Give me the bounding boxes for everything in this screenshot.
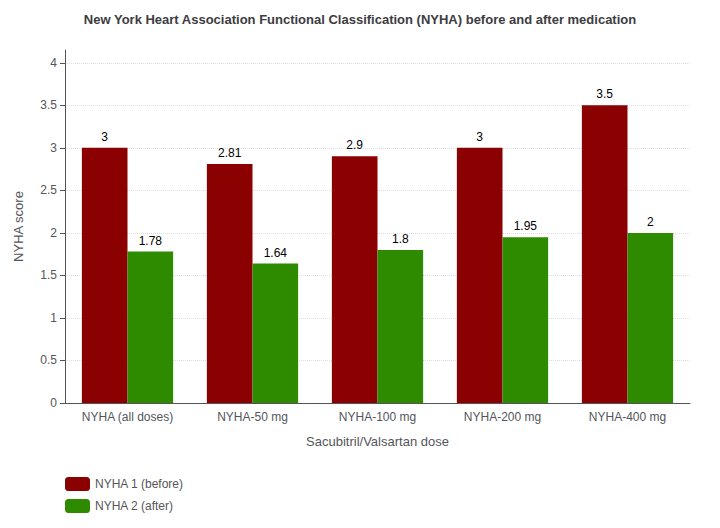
svg-text:NYHA-400 mg: NYHA-400 mg bbox=[589, 410, 666, 424]
svg-text:New York Heart Association Fun: New York Heart Association Functional Cl… bbox=[84, 12, 636, 27]
svg-text:2.9: 2.9 bbox=[346, 138, 363, 152]
svg-text:3: 3 bbox=[101, 130, 108, 144]
svg-text:0.5: 0.5 bbox=[40, 353, 57, 367]
svg-text:1.95: 1.95 bbox=[514, 219, 538, 233]
svg-text:1.8: 1.8 bbox=[392, 232, 409, 246]
svg-text:NYHA (all doses): NYHA (all doses) bbox=[82, 410, 173, 424]
svg-text:0: 0 bbox=[50, 396, 57, 410]
svg-text:NYHA 1 (before): NYHA 1 (before) bbox=[95, 477, 183, 491]
svg-text:3: 3 bbox=[476, 130, 483, 144]
svg-text:3.5: 3.5 bbox=[40, 98, 57, 112]
svg-text:NYHA 2 (after): NYHA 2 (after) bbox=[95, 499, 173, 513]
svg-text:3: 3 bbox=[50, 141, 57, 155]
svg-text:NYHA score: NYHA score bbox=[11, 191, 26, 262]
svg-text:1: 1 bbox=[50, 311, 57, 325]
svg-text:2.5: 2.5 bbox=[40, 183, 57, 197]
svg-text:2: 2 bbox=[647, 215, 654, 229]
svg-text:3.5: 3.5 bbox=[596, 87, 613, 101]
svg-text:NYHA-200 mg: NYHA-200 mg bbox=[464, 410, 541, 424]
svg-text:4: 4 bbox=[50, 56, 57, 70]
svg-text:2.81: 2.81 bbox=[218, 146, 242, 160]
svg-text:2: 2 bbox=[50, 226, 57, 240]
svg-text:1.64: 1.64 bbox=[264, 246, 288, 260]
svg-text:NYHA-50 mg: NYHA-50 mg bbox=[217, 410, 288, 424]
svg-text:1.78: 1.78 bbox=[139, 234, 163, 248]
svg-text:NYHA-100 mg: NYHA-100 mg bbox=[339, 410, 416, 424]
svg-text:1.5: 1.5 bbox=[40, 268, 57, 282]
svg-text:Sacubitril/Valsartan dose: Sacubitril/Valsartan dose bbox=[306, 434, 449, 449]
